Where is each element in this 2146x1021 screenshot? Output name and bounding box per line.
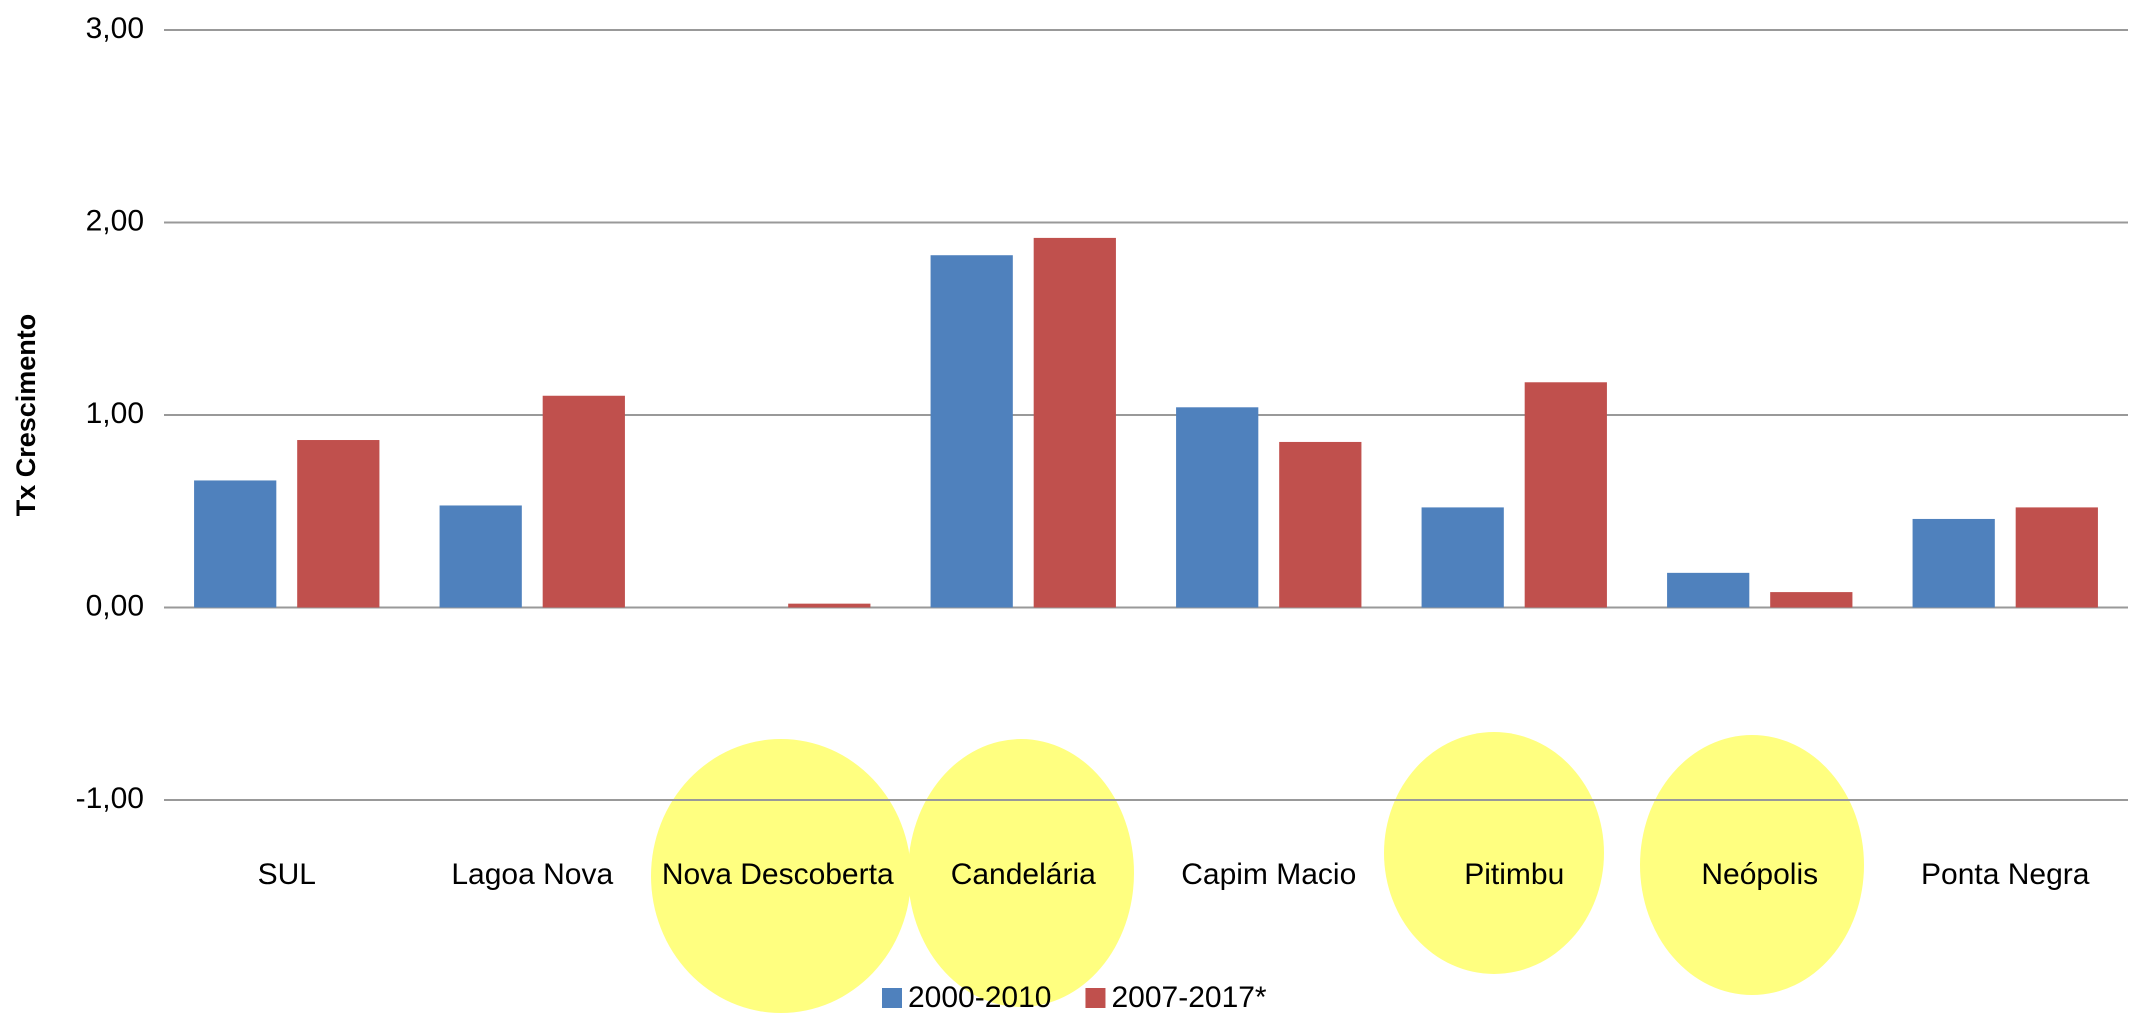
bar bbox=[542, 395, 625, 608]
x-tick-label: Pitimbu bbox=[1464, 858, 1564, 891]
y-axis-title: Tx Crescimento bbox=[11, 314, 41, 517]
x-tick-label: Nova Descoberta bbox=[662, 858, 894, 891]
bar bbox=[2015, 507, 2098, 608]
x-tick-label: Candelária bbox=[951, 858, 1096, 891]
y-tick-label: 2,00 bbox=[86, 204, 144, 237]
bar bbox=[1033, 237, 1116, 608]
y-tick-label: -1,00 bbox=[76, 782, 144, 815]
bar bbox=[1176, 407, 1259, 608]
x-tick-label: Lagoa Nova bbox=[451, 858, 613, 891]
y-tick-label: 3,00 bbox=[86, 12, 144, 45]
legend-label: 2007-2017* bbox=[1111, 981, 1266, 1014]
bar bbox=[1279, 441, 1362, 608]
y-tick-label: 0,00 bbox=[86, 589, 144, 622]
y-tick-label: 1,00 bbox=[86, 397, 144, 430]
highlight-circle bbox=[908, 739, 1134, 1007]
bar bbox=[194, 480, 277, 608]
bar bbox=[1524, 382, 1607, 608]
legend-label: 2000-2010 bbox=[908, 981, 1051, 1014]
highlight-circle bbox=[651, 739, 911, 1013]
bar bbox=[1421, 507, 1504, 608]
legend-swatch bbox=[1085, 988, 1106, 1008]
bar bbox=[297, 440, 380, 608]
bar bbox=[930, 255, 1013, 608]
x-tick-label: Neópolis bbox=[1701, 858, 1818, 891]
bar bbox=[1770, 592, 1853, 608]
x-tick-label: SUL bbox=[258, 858, 316, 891]
bar bbox=[439, 505, 522, 608]
bar bbox=[788, 603, 871, 608]
bar bbox=[1667, 572, 1750, 608]
bar bbox=[1912, 518, 1995, 608]
x-tick-label: Ponta Negra bbox=[1921, 858, 2090, 891]
legend-swatch bbox=[882, 988, 902, 1008]
x-tick-label: Capim Macio bbox=[1181, 858, 1356, 891]
highlight-circle bbox=[1384, 732, 1604, 974]
